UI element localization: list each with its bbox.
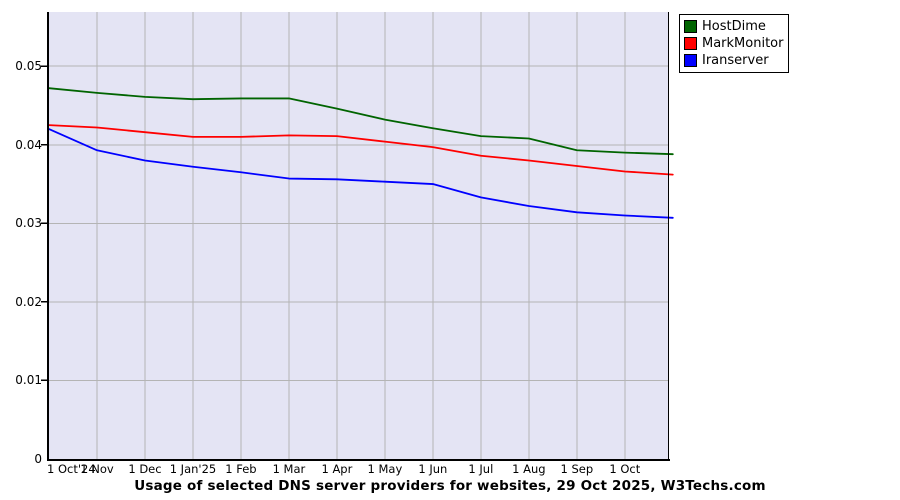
legend-item-markmonitor: MarkMonitor [684, 35, 783, 52]
x-axis-tick-label: 1 Jun [418, 462, 448, 476]
legend-label-markmonitor: MarkMonitor [702, 36, 784, 51]
x-axis-tick-label: 1 Oct [609, 462, 641, 476]
legend-label-hostdime: HostDime [702, 19, 766, 34]
x-axis-tick-label: 1 May [367, 462, 403, 476]
y-axis-tick-label: 0.02 [15, 294, 42, 309]
x-axis-tick-label: 1 Aug [512, 462, 546, 476]
legend-swatch-icon-iranserver [684, 54, 697, 67]
y-axis-tick-label: 0.03 [15, 216, 42, 231]
legend-label-iranserver: Iranserver [702, 53, 769, 68]
data-series-group [48, 87, 674, 219]
y-axis-tick-label: 0 [34, 452, 42, 466]
y-axis-tick-label: 0.05 [15, 59, 42, 74]
x-axis-tick-label: 1 Dec [128, 462, 162, 476]
y-axis-tick-label: 0.04 [15, 137, 42, 152]
gridlines [49, 12, 668, 459]
legend-item-iranserver: Iranserver [684, 52, 783, 69]
x-axis-tick-label: 1 Mar [272, 462, 306, 476]
series-line-markmonitor [48, 124, 674, 176]
x-axis-tick-label: 1 Sep [560, 462, 594, 476]
plot-area [49, 12, 668, 459]
x-axis-tick-label: 1 Nov [80, 462, 114, 476]
legend-swatch-icon-markmonitor [684, 37, 697, 50]
y-axis-line [47, 12, 49, 461]
x-axis-line [47, 459, 670, 461]
series-line-hostdime [48, 87, 674, 156]
chart-legend: HostDime MarkMonitor Iranserver [679, 14, 790, 73]
x-axis-tick-label: 1 Oct'24 [47, 462, 96, 476]
x-axis-tick-label: 1 Jan'25 [169, 462, 217, 476]
plot-right-border [668, 12, 669, 460]
x-axis-tick-label: 1 Apr [321, 462, 353, 476]
x-axis-tick-label: 1 Jul [468, 462, 494, 476]
y-axis-tick-label: 0.01 [15, 373, 42, 388]
x-axis-tick-label: 1 Feb [225, 462, 257, 476]
legend-swatch-icon-hostdime [684, 20, 697, 33]
series-line-iranserver [48, 128, 674, 219]
chart-caption: Usage of selected DNS server providers f… [134, 478, 766, 494]
legend-item-hostdime: HostDime [684, 18, 783, 35]
